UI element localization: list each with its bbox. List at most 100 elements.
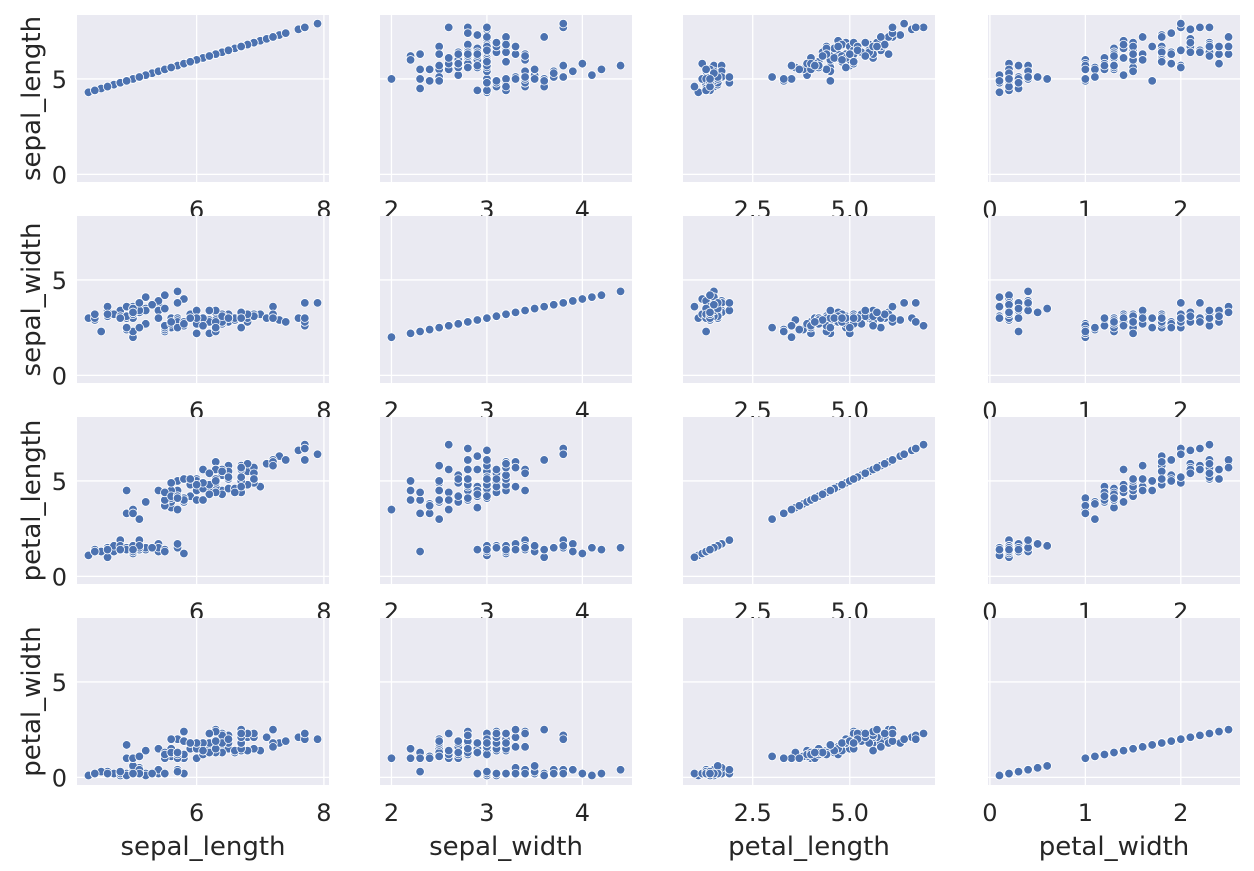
data-point (860, 37, 871, 48)
data-point (596, 290, 607, 300)
data-point (549, 300, 559, 310)
data-point (1013, 544, 1024, 555)
data-point (899, 449, 909, 459)
data-point (1118, 53, 1129, 63)
data-point (268, 742, 278, 752)
data-point (236, 41, 246, 52)
data-point (510, 307, 521, 318)
data-point (1099, 60, 1110, 71)
data-point (211, 476, 221, 486)
data-point (1147, 41, 1157, 52)
data-point (1137, 55, 1148, 65)
data-point (166, 62, 176, 73)
data-point (1176, 298, 1186, 308)
data-point (482, 32, 492, 42)
data-point (141, 292, 151, 302)
data-point (482, 474, 492, 484)
data-point (1204, 468, 1215, 479)
data-point (705, 768, 715, 779)
data-point (786, 74, 797, 84)
data-point (779, 753, 789, 763)
data-point (1023, 286, 1033, 297)
x-tick-label: 1 (1078, 799, 1093, 827)
data-point (558, 541, 568, 551)
data-point (491, 768, 502, 779)
data-point (1166, 58, 1176, 69)
data-point (539, 724, 549, 735)
data-point (1176, 734, 1186, 744)
data-point (876, 742, 886, 752)
data-point (833, 41, 843, 52)
data-point (217, 466, 227, 477)
y-tick-label: 5 (52, 669, 67, 697)
data-point (198, 745, 208, 756)
data-point (472, 451, 483, 461)
data-point (1157, 32, 1167, 42)
data-point (701, 64, 711, 75)
data-point (115, 766, 125, 777)
data-point (880, 459, 890, 469)
data-point (415, 49, 425, 59)
data-point (444, 504, 454, 515)
data-point (568, 765, 578, 775)
x-tick-label: 8 (316, 799, 331, 827)
data-point (1042, 761, 1052, 771)
data-point (1109, 493, 1119, 503)
data-point (115, 544, 125, 555)
data-point (520, 485, 530, 496)
panel-petal_length-vs-petal_length: 2.5 5.0 (683, 417, 935, 626)
data-point (463, 464, 473, 475)
x-axis-label: sepal_length (120, 832, 285, 862)
data-point (529, 761, 540, 771)
data-point (1090, 499, 1100, 509)
data-point (1157, 457, 1167, 467)
data-point (1090, 751, 1100, 762)
data-point (1013, 326, 1024, 337)
data-point (1023, 298, 1033, 308)
data-point (779, 508, 789, 519)
data-point (223, 734, 234, 744)
data-point (312, 734, 323, 744)
data-point (860, 728, 871, 739)
data-point (1109, 317, 1119, 327)
data-point (1176, 472, 1186, 482)
data-point (1204, 305, 1215, 316)
data-point (1185, 47, 1196, 57)
data-point (453, 58, 463, 69)
data-point (1109, 60, 1119, 71)
data-point (501, 544, 511, 555)
data-point (887, 313, 898, 323)
data-point (268, 313, 278, 323)
data-point (415, 326, 425, 337)
data-point (463, 62, 473, 73)
data-point (1013, 60, 1024, 71)
data-point (236, 313, 246, 323)
panel-petal_length-vs-sepal_length: 6 805 (52, 417, 332, 626)
data-point (434, 49, 444, 59)
data-point (453, 736, 463, 746)
data-point (166, 317, 176, 327)
data-point (268, 32, 278, 42)
data-point (767, 72, 777, 82)
data-point (887, 22, 898, 33)
panel-sepal_width-vs-petal_length: 2.5 5.0 (683, 216, 935, 425)
data-point (615, 765, 626, 775)
y-tick-label: 5 (52, 267, 67, 295)
data-point (1214, 41, 1224, 52)
data-point (115, 313, 125, 323)
data-point (868, 745, 878, 756)
data-point (825, 76, 836, 86)
data-point (424, 76, 435, 86)
data-point (817, 489, 828, 499)
data-point (848, 57, 859, 67)
data-point (160, 290, 170, 300)
data-point (1118, 39, 1129, 50)
y-axis-label: petal_width (17, 626, 47, 777)
data-point (1013, 78, 1024, 88)
data-point (860, 51, 871, 61)
data-point (415, 64, 425, 75)
data-point (472, 315, 483, 325)
data-point (539, 76, 549, 86)
